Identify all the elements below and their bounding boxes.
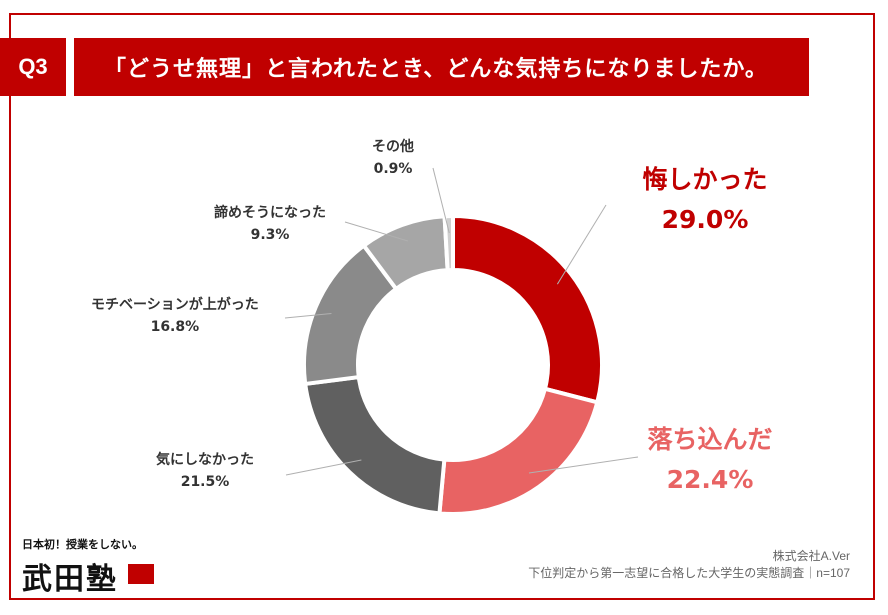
slice-label-name-1: 落ち込んだ	[647, 425, 773, 454]
slice-1	[437, 386, 600, 516]
footer: 株式会社A.Ver 下位判定から第一志望に合格した大学生の実態調査｜n=107	[528, 548, 850, 582]
slice-0	[451, 213, 604, 405]
slice-label-value-4: 9.3%	[250, 227, 290, 243]
leader-line-2	[285, 459, 362, 476]
leader-line-5	[432, 167, 450, 234]
logo-stamp	[128, 564, 154, 584]
slice-label-name-3: モチベーションが上がった	[91, 297, 259, 313]
slice-label-value-3: 16.8%	[150, 319, 200, 335]
slice-label-1: 落ち込んだ 22.4%	[648, 420, 773, 500]
slice-label-name-0: 悔しかった	[642, 165, 768, 194]
footer-survey: 下位判定から第一志望に合格した大学生の実態調査｜n=107	[528, 566, 850, 580]
question-number: Q3	[0, 38, 66, 96]
slice-label-value-0: 29.0%	[661, 205, 749, 234]
slice-label-5: その他 0.9%	[372, 136, 414, 180]
leader-line-1	[528, 456, 639, 474]
slice-5	[442, 213, 455, 273]
slice-label-0: 悔しかった 29.0%	[643, 160, 768, 240]
question-title: 「どうせ無理」と言われたとき、どんな気持ちになりましたか。	[74, 38, 809, 96]
slice-label-4: 諦めそうになった 9.3%	[214, 202, 326, 246]
leader-line-3	[284, 312, 332, 319]
logo-name: 武田塾	[22, 562, 118, 597]
slice-label-value-5: 0.9%	[373, 161, 413, 177]
logo-tagline: 日本初！授業をしない。	[22, 538, 143, 551]
slice-2	[302, 374, 447, 516]
leader-line-4	[344, 221, 408, 242]
slice-label-name-2: 気にしなかった	[156, 452, 254, 468]
leader-line-0	[556, 204, 607, 285]
slice-label-value-2: 21.5%	[180, 474, 230, 490]
footer-company: 株式会社A.Ver	[772, 549, 850, 563]
slide-frame	[9, 13, 875, 600]
slice-label-name-5: その他	[372, 139, 414, 155]
slice-label-value-1: 22.4%	[666, 465, 754, 494]
brand-logo: 日本初！授業をしない。 武田塾	[22, 536, 162, 598]
slice-label-3: モチベーションが上がった 16.8%	[91, 294, 259, 338]
slice-label-2: 気にしなかった 21.5%	[156, 449, 254, 493]
slice-label-name-4: 諦めそうになった	[214, 205, 326, 221]
